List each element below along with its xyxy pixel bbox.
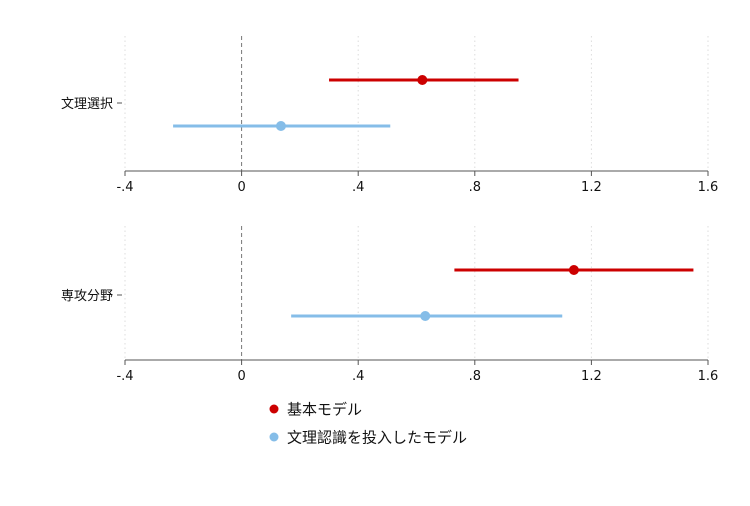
panel-1: -.4 0 .4 .8 1.2 1.6 文理選択 — [61, 36, 718, 195]
legend-marker — [269, 432, 279, 442]
x-tick-label: 1.2 — [581, 180, 602, 195]
panel-label: 専攻分野 — [61, 289, 113, 304]
legend-label: 基本モデル — [287, 401, 362, 419]
x-tick-label: .8 — [469, 180, 481, 195]
x-tick-label: -.4 — [116, 369, 133, 384]
x-tick-label: 0 — [237, 369, 245, 384]
x-tick-label: 0 — [237, 180, 245, 195]
x-tick-label: 1.6 — [698, 180, 719, 195]
x-tick-label: .4 — [352, 180, 364, 195]
point-estimate-base-model — [417, 75, 428, 85]
x-tick-label: 1.6 — [698, 369, 719, 384]
panel-label: 文理選択 — [61, 97, 113, 112]
point-estimate-extended-model — [275, 121, 286, 131]
x-tick-label: .4 — [352, 369, 364, 384]
legend-marker — [269, 404, 279, 414]
legend-label: 文理認識を投入したモデル — [287, 429, 467, 447]
x-tick-label: .8 — [469, 369, 481, 384]
panel-2: -.4 0 .4 .8 1.2 1.6 専攻分野 — [61, 226, 718, 384]
point-estimate-base-model — [568, 265, 579, 275]
point-estimate-extended-model — [420, 311, 431, 321]
x-tick-label: -.4 — [116, 180, 133, 195]
x-tick-label: 1.2 — [581, 369, 602, 384]
